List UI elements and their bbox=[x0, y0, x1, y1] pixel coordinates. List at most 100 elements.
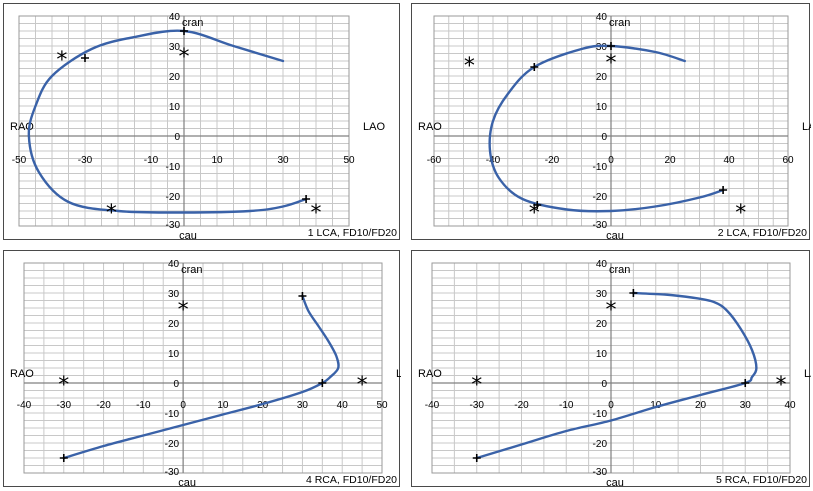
x-tick-label: 30 bbox=[297, 400, 309, 411]
y-tick-label: 10 bbox=[168, 349, 180, 360]
plot-area-border bbox=[23, 262, 383, 474]
star-marker: * bbox=[58, 373, 69, 398]
cran-label: cran bbox=[182, 17, 203, 29]
y-tick-label: 20 bbox=[168, 319, 180, 330]
chart-svg-lca-1: 40 30 20 10 0 -10 -20 -30 -50 -30 -10 10 30 50 cran cau… bbox=[10, 12, 397, 241]
chart-caption: 1 LCA, FD10/FD20 bbox=[308, 227, 397, 239]
cau-label: cau bbox=[179, 230, 197, 241]
y-tick-label: 20 bbox=[596, 319, 608, 330]
y-tick-label: 10 bbox=[169, 102, 181, 113]
trajectory-line bbox=[475, 291, 758, 460]
x-tick-label: 20 bbox=[695, 400, 707, 411]
x-tick-label: 10 bbox=[217, 400, 229, 411]
star-marker: * bbox=[311, 201, 322, 226]
y-tick-label: -30 bbox=[166, 220, 181, 231]
lao-label: LAO bbox=[363, 121, 385, 133]
y-tick-label: 0 bbox=[601, 132, 607, 143]
y-tick-label: 0 bbox=[174, 132, 180, 143]
y-tick-label: -10 bbox=[166, 162, 181, 173]
x-tick-label: -40 bbox=[17, 400, 32, 411]
x-tick-label: 50 bbox=[376, 400, 388, 411]
star-marker: * bbox=[178, 298, 189, 323]
star-marker: * bbox=[357, 373, 368, 398]
rao-label: RAO bbox=[418, 368, 442, 380]
y-tick-label: 40 bbox=[169, 12, 181, 23]
y-tick-label: 0 bbox=[174, 379, 180, 390]
x-tick-label: 20 bbox=[257, 400, 269, 411]
y-tick-label: 40 bbox=[596, 259, 608, 270]
plus-marker bbox=[81, 54, 89, 62]
plus-marker bbox=[318, 379, 327, 387]
lao-label: LAO bbox=[396, 368, 401, 380]
star-marker: * bbox=[606, 51, 617, 76]
chart-panel-lca-1: 40 30 20 10 0 -10 -20 -30 -50 -30 -10 10 30 50 cran cau… bbox=[3, 3, 400, 241]
chart-caption: 5 RCA, FD10/FD20 bbox=[716, 474, 807, 486]
y-tick-label: -10 bbox=[593, 409, 608, 420]
x-tick-label: -10 bbox=[559, 400, 574, 411]
x-tick-label: 40 bbox=[723, 155, 735, 166]
y-tick-label: 20 bbox=[596, 72, 608, 83]
y-tick-label: -30 bbox=[165, 467, 180, 478]
plus-marker bbox=[59, 454, 68, 462]
x-tick-label: 60 bbox=[782, 155, 794, 166]
star-marker: * bbox=[606, 298, 617, 323]
cau-label: cau bbox=[606, 230, 624, 241]
y-tick-label: 40 bbox=[596, 12, 608, 23]
y-tick-label: 20 bbox=[169, 72, 181, 83]
x-tick-label: -50 bbox=[12, 155, 27, 166]
trajectory-line bbox=[488, 44, 725, 213]
x-tick-label: 10 bbox=[211, 155, 223, 166]
y-tick-label: 0 bbox=[601, 379, 607, 390]
chart-panel-rca-5: 40 30 20 10 0 -10 -20 -30 -40 -30 -20 -10 0 10 20 30 40 c… bbox=[411, 250, 811, 488]
y-tick-label: 30 bbox=[168, 289, 180, 300]
trajectory-line bbox=[27, 29, 308, 214]
x-tick-label: 20 bbox=[664, 155, 676, 166]
plus-marker bbox=[180, 27, 188, 35]
cran-label: cran bbox=[609, 17, 630, 29]
plus-marker bbox=[533, 201, 542, 209]
trajectory-line bbox=[62, 294, 340, 460]
x-tick-label: -30 bbox=[78, 155, 93, 166]
rao-label: RAO bbox=[10, 368, 34, 380]
plus-marker bbox=[302, 195, 311, 203]
plus-marker bbox=[741, 379, 750, 387]
star-marker: * bbox=[776, 373, 787, 398]
x-tick-label: -10 bbox=[144, 155, 159, 166]
x-tick-label: 50 bbox=[343, 155, 355, 166]
x-tick-label: -60 bbox=[427, 155, 442, 166]
cau-label: cau bbox=[178, 477, 196, 488]
y-tick-label: 30 bbox=[596, 289, 608, 300]
plus-marker bbox=[629, 289, 638, 297]
x-tick-label: -30 bbox=[470, 400, 485, 411]
x-tick-label: 40 bbox=[784, 400, 796, 411]
plus-marker bbox=[719, 186, 728, 194]
star-marker: * bbox=[179, 45, 190, 70]
chart-caption: 2 LCA, FD10/FD20 bbox=[718, 227, 807, 239]
chart-panel-rca-4: 40 30 20 10 0 -10 -20 -30 -40 -30 -20 -10 0 10 20 30 40 5… bbox=[3, 250, 401, 488]
y-tick-label: -20 bbox=[165, 439, 180, 450]
cau-label: cau bbox=[606, 477, 624, 488]
chart-panel-lca-2: 40 30 20 10 0 -10 -20 -30 -60 -40 -20 0 20 40 60 cran ca… bbox=[411, 3, 811, 241]
rao-label: RAO bbox=[418, 121, 442, 133]
y-tick-label: -30 bbox=[593, 220, 608, 231]
x-tick-label: -20 bbox=[514, 400, 529, 411]
y-tick-label: 30 bbox=[169, 42, 181, 53]
x-tick-label: -20 bbox=[96, 400, 111, 411]
x-tick-label: -10 bbox=[136, 400, 151, 411]
x-tick-label: -40 bbox=[486, 155, 501, 166]
x-tick-label: 0 bbox=[608, 155, 614, 166]
star-marker: * bbox=[464, 54, 475, 79]
y-tick-label: -20 bbox=[593, 439, 608, 450]
x-tick-label: 0 bbox=[180, 400, 186, 411]
y-tick-label: -10 bbox=[593, 162, 608, 173]
plus-marker bbox=[530, 63, 539, 71]
star-marker: * bbox=[735, 201, 746, 226]
y-tick-label: 30 bbox=[596, 42, 608, 53]
y-tick-label: -20 bbox=[593, 192, 608, 203]
y-tick-label: 10 bbox=[596, 349, 608, 360]
y-tick-label: 10 bbox=[596, 102, 608, 113]
plus-marker bbox=[607, 42, 615, 50]
plus-marker bbox=[472, 454, 481, 462]
star-marker: * bbox=[106, 201, 117, 226]
